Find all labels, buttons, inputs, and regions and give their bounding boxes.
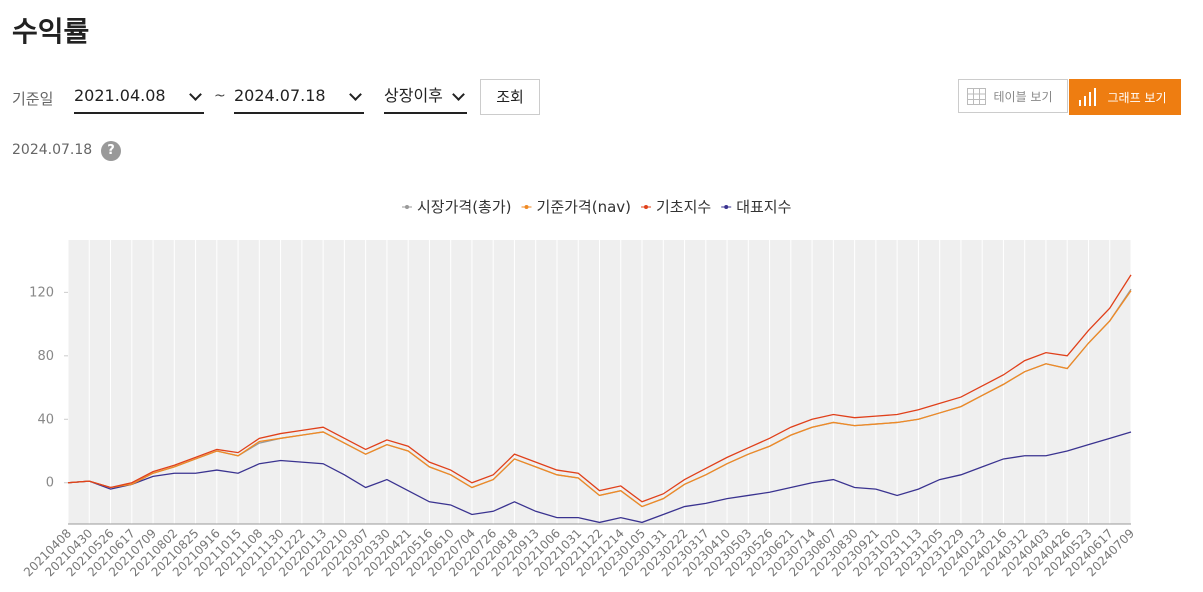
period-select[interactable]: 상장이후 (384, 80, 467, 114)
start-date-select[interactable]: 2021.04.08 (74, 80, 204, 114)
legend-label: 시장가격(총가) (417, 198, 512, 216)
y-tick-label: 80 (37, 349, 54, 364)
legend-label: 기초지수 (656, 198, 711, 216)
legend-dot (405, 205, 409, 209)
chart: 0408012020210408202104302021052620210617… (21, 198, 1137, 579)
as-of-date: 2024.07.18 (12, 142, 93, 158)
graph-view-button[interactable]: 그래프 보기 (1069, 79, 1181, 115)
legend-dot (644, 205, 648, 209)
series-line (67, 274, 1132, 503)
graph-view-label: 그래프 보기 (1107, 91, 1167, 105)
legend-dot (724, 205, 729, 209)
table-icon (967, 88, 986, 105)
table-view-label: 테이블 보기 (993, 90, 1053, 104)
date-label: 기준일 (12, 90, 54, 108)
legend-dot (524, 205, 529, 209)
search-button[interactable]: 조회 (480, 79, 540, 115)
y-tick-label: 120 (29, 285, 54, 300)
series-line (67, 290, 1132, 508)
graph-icon (1079, 88, 1096, 106)
help-icon[interactable]: ? (101, 141, 121, 161)
series-line (67, 431, 1132, 524)
legend-label: 대표지수 (736, 198, 791, 216)
y-tick-label: 40 (37, 412, 54, 427)
end-date-select[interactable]: 2024.07.18 (234, 80, 364, 114)
page-title: 수익률 (12, 15, 90, 48)
y-tick-label: 0 (46, 476, 54, 491)
legend: 시장가격(총가) 기준가격(nav) 기초지수 대표지수 (402, 198, 791, 216)
table-view-button[interactable]: 테이블 보기 (958, 79, 1068, 113)
legend-label: 기준가격(nav) (537, 198, 631, 216)
tilde: ~ (214, 88, 226, 104)
